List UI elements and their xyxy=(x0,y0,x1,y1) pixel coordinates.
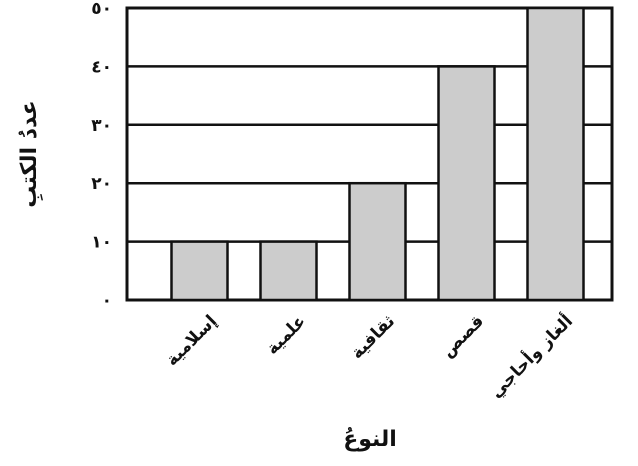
y-tick-label: ٥٠ xyxy=(91,0,112,19)
category-label: قصص xyxy=(438,311,488,361)
x-axis-title: النوعُ xyxy=(343,427,397,452)
y-tick-label: ٢٠ xyxy=(91,174,112,194)
y-tick-label: ٠ xyxy=(102,291,112,311)
bars xyxy=(170,6,585,302)
bar xyxy=(526,6,585,302)
y-tick-labels: ٠ ١٠ ٢٠ ٣٠ ٤٠ ٥٠ xyxy=(91,0,112,311)
bar xyxy=(170,240,229,302)
category-label: ثقافية xyxy=(347,311,399,363)
category-label: إسلامية xyxy=(162,311,221,370)
y-tick-label: ٣٠ xyxy=(91,116,112,136)
y-tick-label: ٤٠ xyxy=(91,57,112,77)
y-axis-title: عددُ الكتبِ xyxy=(17,100,44,208)
y-tick-label: ١٠ xyxy=(91,233,112,253)
bar xyxy=(437,65,496,302)
bar xyxy=(348,181,407,302)
category-label: ألغاز وأحاجي xyxy=(485,310,577,402)
category-label: علمية xyxy=(263,311,311,359)
bar xyxy=(259,240,318,302)
